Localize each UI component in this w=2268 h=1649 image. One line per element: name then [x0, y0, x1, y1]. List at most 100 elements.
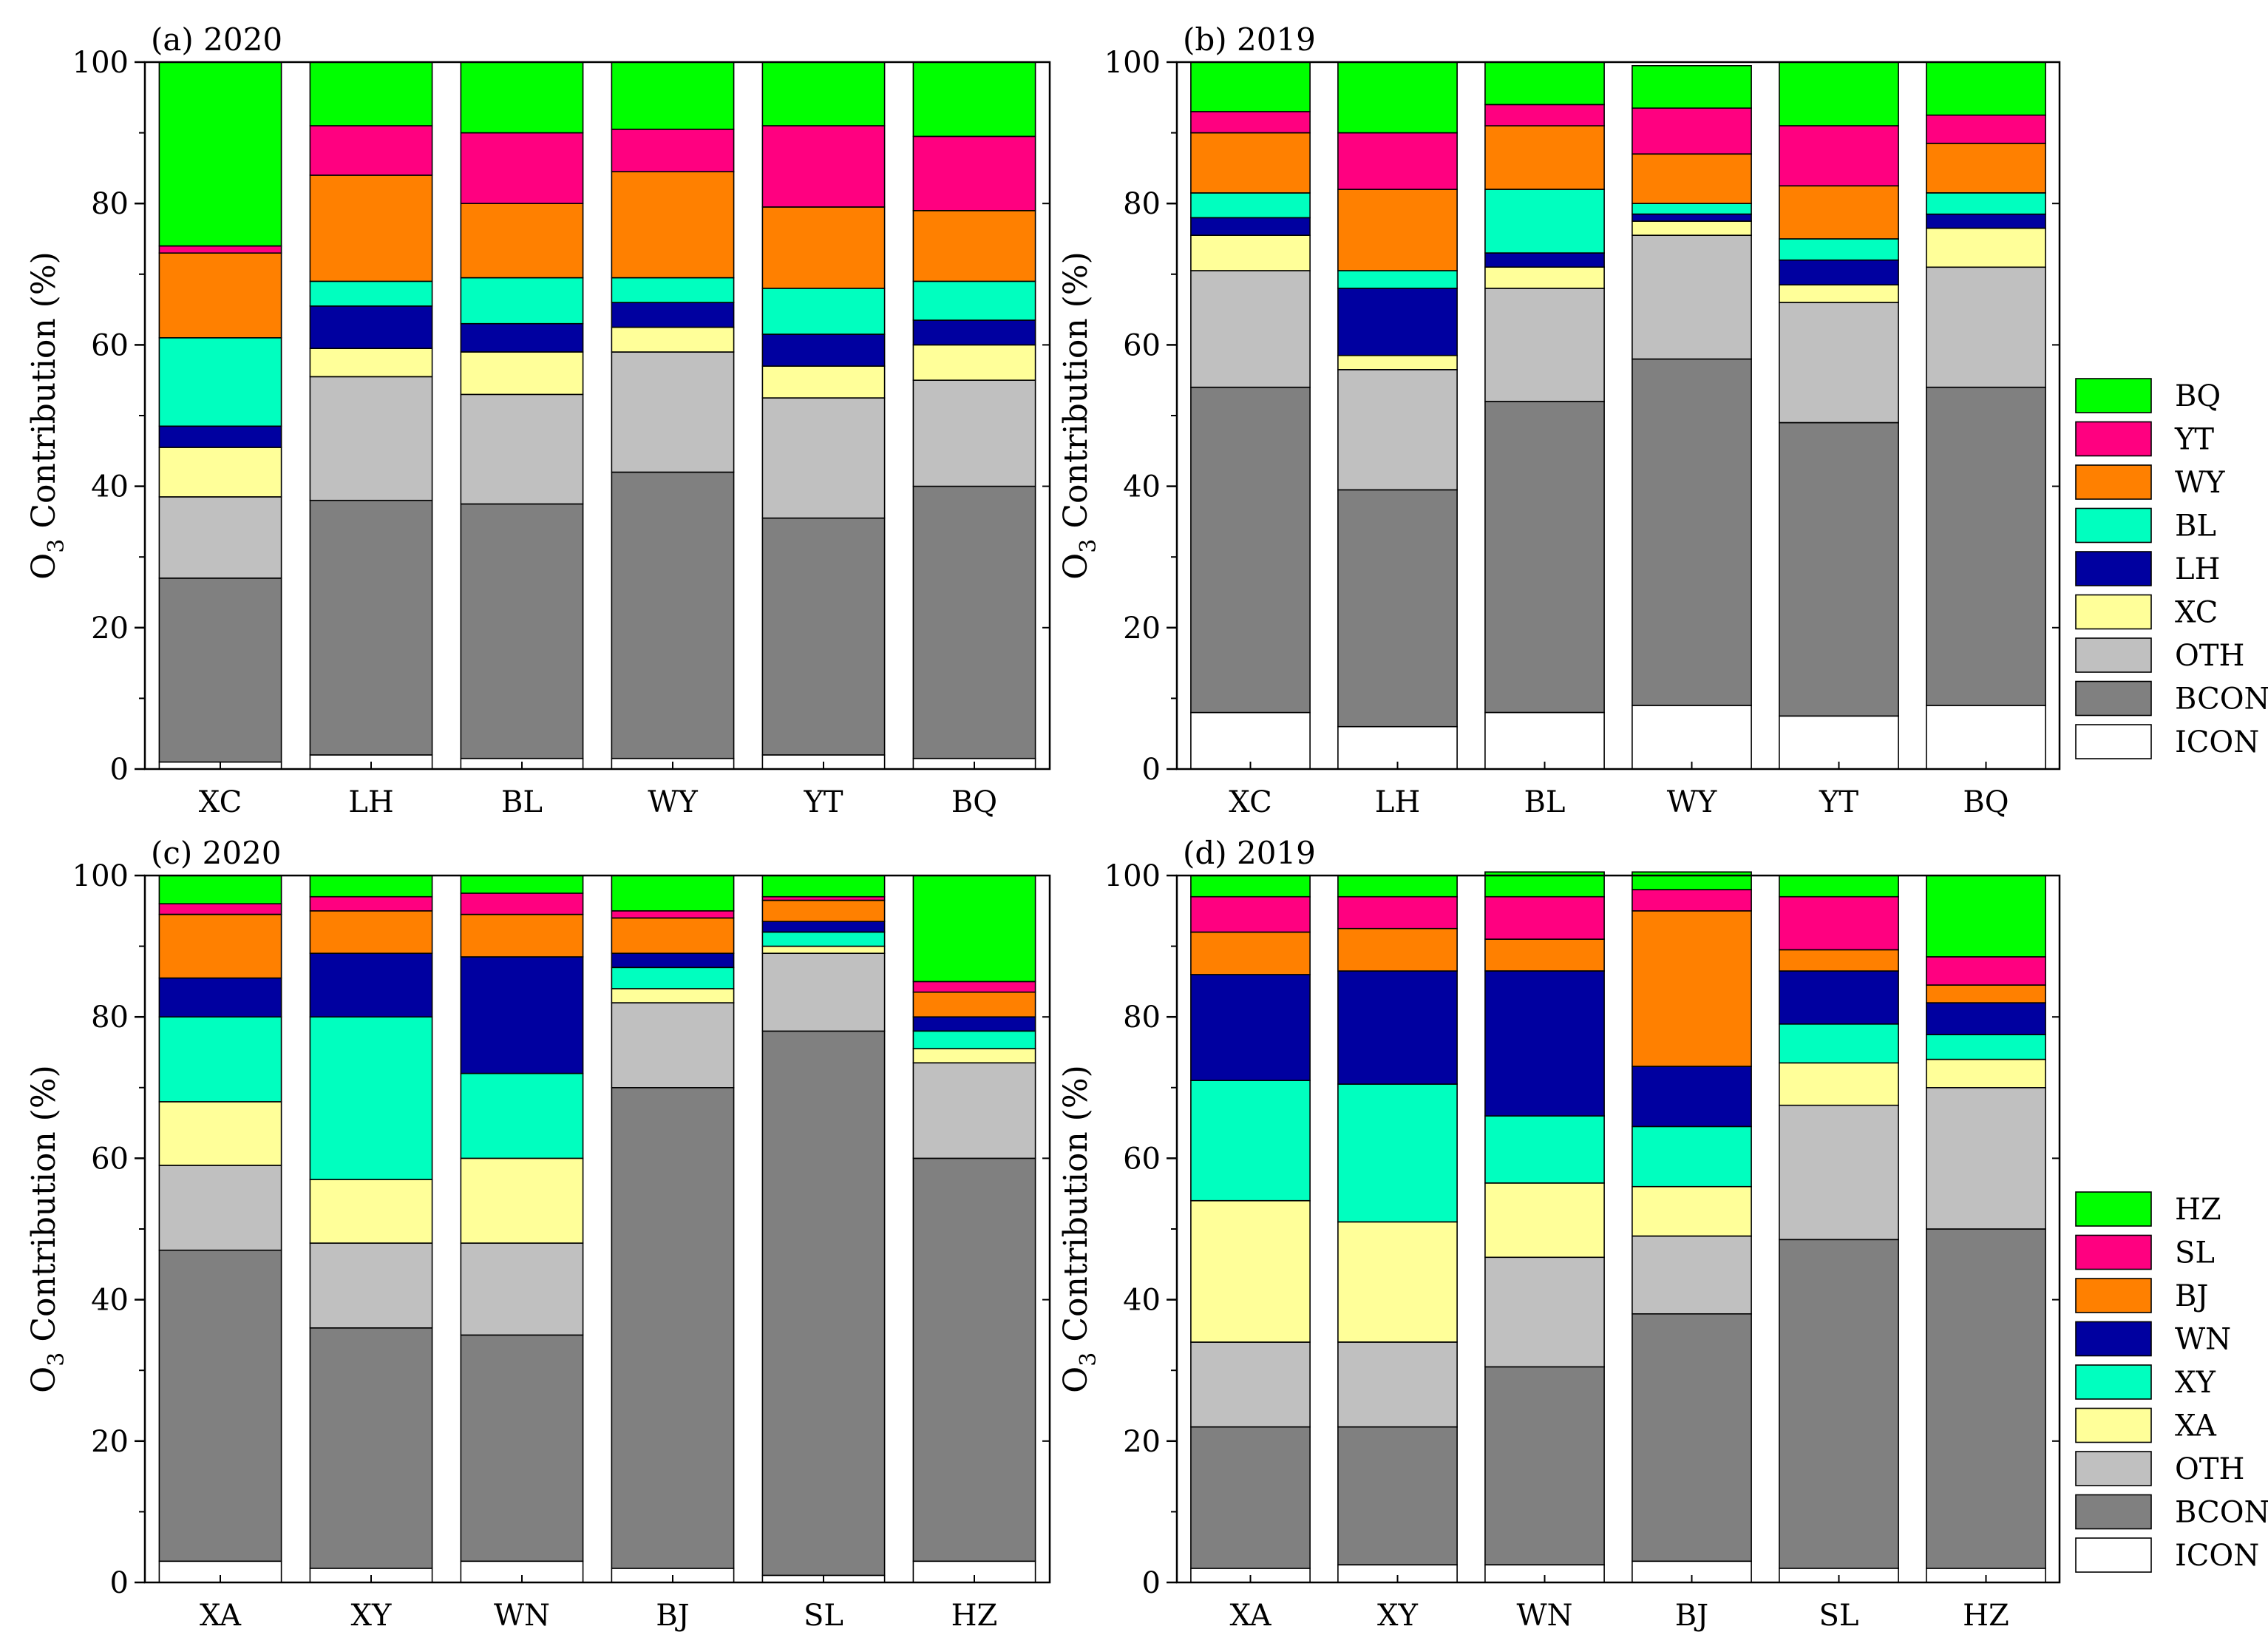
legend-swatch-yt — [2075, 421, 2152, 457]
x-tick-label: LH — [1375, 785, 1420, 819]
bar-segment-bcon-xc — [1190, 386, 1311, 714]
y-tick-label: 60 — [1123, 1142, 1161, 1176]
bar-segment-xa-hz — [1926, 1058, 2046, 1088]
bar-segment-sl-bj — [611, 910, 735, 919]
bar-segment-sl-xa — [158, 903, 282, 915]
y-tick-label: 0 — [1142, 753, 1161, 787]
bar-segment-xa-bj — [1632, 1185, 1752, 1237]
bar-segment-bcon-bq — [1926, 386, 2046, 706]
bar-segment-bj-xa — [1190, 931, 1311, 975]
y-axis-label: O3 Contribution (%) — [1057, 251, 1101, 580]
bar-segment-xa-xy — [1337, 1221, 1458, 1343]
bar-segment-bcon-lh — [1337, 489, 1458, 728]
bar-segment-oth-sl — [1779, 1104, 1899, 1241]
panel-title: (c) 2020 — [151, 835, 282, 871]
bar-segment-xc-wy — [611, 326, 735, 353]
bar-segment-bcon-xy — [1337, 1426, 1458, 1565]
bar-segment-yt-xc — [1190, 111, 1311, 134]
x-tick-label: YT — [803, 785, 843, 819]
legend-swatch-hz — [2075, 1191, 2152, 1227]
y-tick-label: 40 — [91, 1284, 129, 1318]
bar-segment-xa-wn — [1484, 1182, 1605, 1259]
bar-segment-bl-bq — [912, 280, 1036, 321]
bar-segment-wy-bq — [912, 209, 1036, 282]
y-tick-label: 100 — [1104, 46, 1161, 80]
y-tick-label: 100 — [1104, 859, 1161, 893]
legend-swatch-bl — [2075, 507, 2152, 544]
legend-swatch-bq — [2075, 378, 2152, 413]
panel-title: (b) 2019 — [1183, 21, 1316, 58]
bar-segment-oth-xc — [1190, 270, 1311, 388]
legend-label-bcon: BCON — [2175, 1496, 2268, 1530]
legend-label-xy: XY — [2175, 1366, 2216, 1400]
x-tick-label: HZ — [1963, 1599, 2009, 1633]
y-axis-label-main: O — [25, 553, 63, 580]
bar-segment-wn-bj — [1632, 1066, 1752, 1128]
bar-segment-bcon-wn — [460, 1334, 584, 1562]
bar-segment-hz-sl — [761, 875, 886, 898]
bar-segment-wn-hz — [1926, 1002, 2046, 1035]
legend-swatch-bcon — [2075, 1494, 2152, 1530]
bar-segment-oth-bl — [1484, 288, 1605, 402]
bar-segment-yt-xc — [158, 245, 282, 254]
bar-segment-bcon-yt — [761, 517, 886, 756]
bar-segment-lh-wy — [1632, 213, 1752, 222]
bar-segment-lh-bq — [912, 319, 1036, 346]
bar-segment-xc-bq — [912, 344, 1036, 381]
bar-segment-bq-wy — [1632, 65, 1752, 109]
y-tick-label: 40 — [1123, 1284, 1161, 1318]
x-tick-label: BL — [501, 785, 543, 819]
bar-segment-bcon-bq — [912, 485, 1036, 759]
y-axis-label: O3 Contribution (%) — [25, 1065, 69, 1393]
bar-segment-xy-xy — [309, 1016, 433, 1180]
y-axis-label: O3 Contribution (%) — [1057, 1065, 1101, 1393]
bar-segment-icon-yt — [1779, 715, 1899, 770]
y-tick-label: 20 — [1123, 612, 1161, 646]
bar-segment-oth-xc — [158, 496, 282, 579]
bar-segment-oth-yt — [1779, 302, 1899, 424]
bar-segment-xa-xy — [309, 1179, 433, 1244]
bar-segment-xc-bl — [460, 351, 584, 396]
bar-segment-bq-bl — [1484, 61, 1605, 106]
legend-label-yt: YT — [2174, 423, 2214, 457]
bar-segment-oth-lh — [309, 376, 433, 501]
y-axis-label: O3 Contribution (%) — [25, 251, 69, 580]
legend-swatch-lh — [2075, 551, 2152, 586]
bar-segment-oth-bj — [611, 1002, 735, 1088]
y-tick-label: 40 — [91, 470, 129, 504]
bar-segment-bcon-hz — [1926, 1228, 2046, 1569]
legend-swatch-icon — [2075, 724, 2152, 759]
bar-segment-hz-hz — [912, 875, 1036, 983]
bar-segment-sl-wn — [1484, 895, 1605, 940]
legend-label-bl: BL — [2175, 509, 2216, 544]
bar-segment-bj-bj — [1632, 910, 1752, 1067]
legend-label-oth: OTH — [2175, 1452, 2244, 1486]
y-tick-label: 60 — [91, 1142, 129, 1176]
bar-segment-bj-wn — [1484, 938, 1605, 972]
bar-segment-xy-hz — [912, 1030, 1036, 1050]
bar-segment-xy-sl — [761, 931, 886, 947]
y-tick-label: 0 — [110, 753, 129, 787]
bar-segment-xc-wy — [1632, 220, 1752, 237]
bar-segment-oth-xy — [309, 1242, 433, 1329]
bar-segment-icon-xc — [1190, 711, 1311, 770]
chart-panel-3: XA XY WN BJ SL HZ 0 20 40 60 80 100 (d) 2019 O3 Contr… — [1057, 835, 2268, 1633]
bar-segment-oth-bl — [460, 393, 584, 505]
bar-segment-sl-xa — [1190, 895, 1311, 933]
x-tick-label: XY — [1377, 1599, 1418, 1633]
legend-label-xc: XC — [2175, 596, 2218, 630]
x-tick-label: BJ — [656, 1599, 689, 1633]
y-tick-label: 60 — [91, 328, 129, 362]
x-tick-label: HZ — [951, 1599, 998, 1633]
bar-segment-lh-wy — [611, 302, 735, 328]
bar-segment-bl-xc — [1190, 192, 1311, 219]
bar-segment-xa-hz — [912, 1048, 1036, 1064]
bar-segment-oth-bq — [912, 379, 1036, 487]
bar-segment-bl-xc — [158, 336, 282, 427]
y-tick-label: 100 — [72, 46, 129, 80]
bar-segment-hz-xy — [309, 875, 433, 898]
bar-segment-hz-hz — [1926, 875, 2046, 958]
bar-segment-bq-yt — [761, 61, 886, 126]
bar-segment-hz-bj — [611, 875, 735, 912]
